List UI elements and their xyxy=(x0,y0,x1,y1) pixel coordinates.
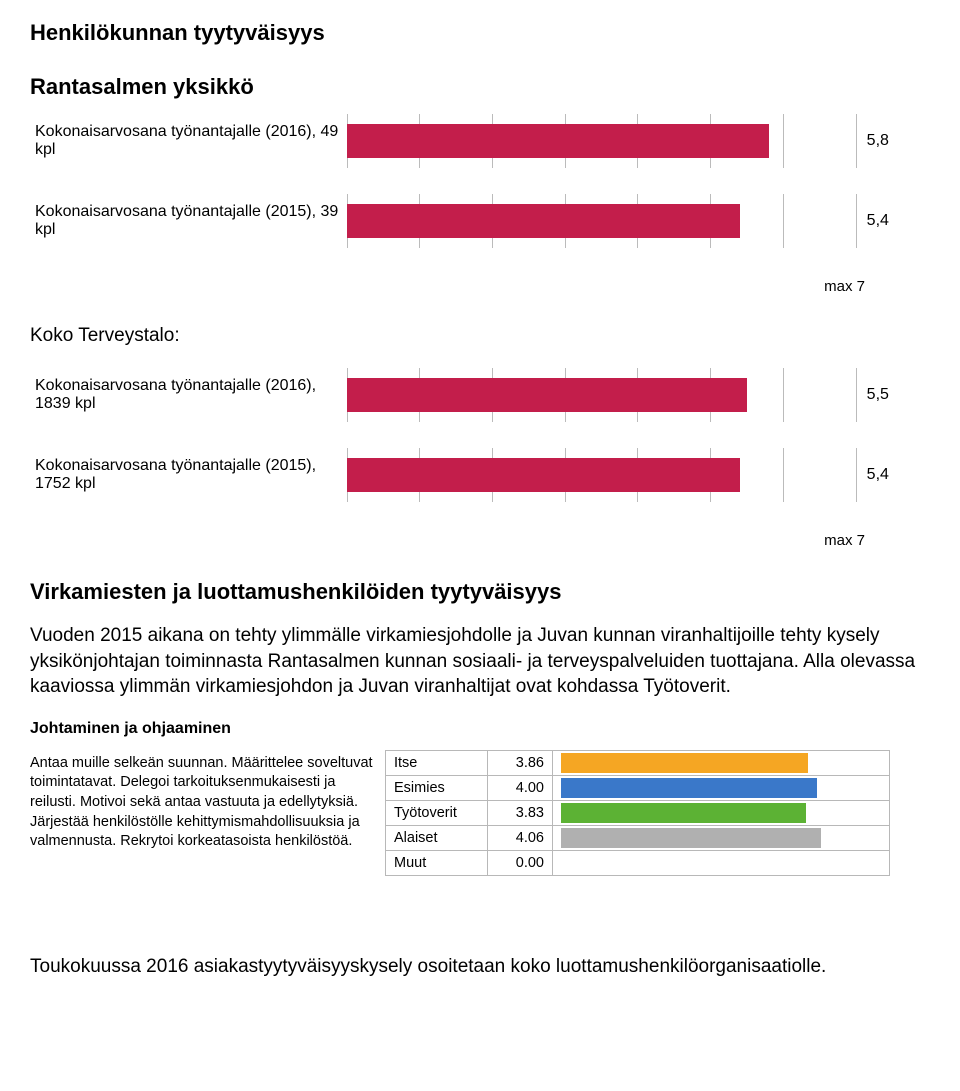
chart-bar xyxy=(347,124,770,158)
table-row: Työtoverit3.83 xyxy=(386,800,890,825)
chart-bar-area xyxy=(347,372,857,418)
table-row-bar xyxy=(561,753,808,773)
chart-value: 5,4 xyxy=(857,212,905,230)
table-row-name: Alaiset xyxy=(386,825,488,850)
chart-bar xyxy=(347,458,740,492)
table-row-bar-cell xyxy=(553,800,890,825)
table-row-name: Työtoverit xyxy=(386,800,488,825)
table-row-bar xyxy=(561,803,806,823)
table-row: Itse3.86 xyxy=(386,750,890,775)
chart-rantasalmi: Kokonaisarvosana työnantajalle (2016), 4… xyxy=(30,118,930,295)
table-row-bar-cell xyxy=(553,775,890,800)
chart-max-label: max 7 xyxy=(355,532,875,549)
chart-row-label: Kokonaisarvosana työnantajalle (2015), 1… xyxy=(35,457,347,493)
table-row-name: Esimies xyxy=(386,775,488,800)
table-row-name: Muut xyxy=(386,850,488,875)
page-title-1: Henkilökunnan tyytyväisyys xyxy=(30,20,930,46)
table-row-value: 4.00 xyxy=(488,775,553,800)
page-title-2: Virkamiesten ja luottamushenkilöiden tyy… xyxy=(30,579,930,605)
table-row: Esimies4.00 xyxy=(386,775,890,800)
chart-bar-area xyxy=(347,118,857,164)
table-section: Johtaminen ja ohjaaminen Antaa muille se… xyxy=(30,720,930,876)
table-row-bar xyxy=(561,778,817,798)
chart-bar xyxy=(347,378,748,412)
chart-max-label: max 7 xyxy=(355,278,875,295)
table-row-value: 0.00 xyxy=(488,850,553,875)
koko-terveystalo-label: Koko Terveystalo: xyxy=(30,325,930,347)
table-row-value: 3.83 xyxy=(488,800,553,825)
table-row-bar-cell xyxy=(553,825,890,850)
chart-value: 5,4 xyxy=(857,466,905,484)
table-section-heading: Johtaminen ja ohjaaminen xyxy=(30,720,930,738)
table-row-bar-cell xyxy=(553,750,890,775)
chart-row-label: Kokonaisarvosana työnantajalle (2016), 1… xyxy=(35,377,347,413)
chart-bar-area xyxy=(347,198,857,244)
footer-text: Toukokuussa 2016 asiakastyytyväisyyskyse… xyxy=(30,956,930,978)
table-row-bar-cell xyxy=(553,850,890,875)
table-row-value: 3.86 xyxy=(488,750,553,775)
chart-value: 5,8 xyxy=(857,132,905,150)
table-description: Antaa muille selkeän suunnan. Määrittele… xyxy=(30,750,385,876)
chart-value: 5,5 xyxy=(857,386,905,404)
subtitle-1: Rantasalmen yksikkö xyxy=(30,74,930,100)
paragraph-body: Vuoden 2015 aikana on tehty ylimmälle vi… xyxy=(30,623,930,700)
table-row-bar xyxy=(561,828,821,848)
chart-row-label: Kokonaisarvosana työnantajalle (2016), 4… xyxy=(35,123,347,159)
table-row-name: Itse xyxy=(386,750,488,775)
chart-koko-terveystalo: Kokonaisarvosana työnantajalle (2016), 1… xyxy=(30,372,930,549)
chart-bar-area xyxy=(347,452,857,498)
feedback-table: Itse3.86Esimies4.00Työtoverit3.83Alaiset… xyxy=(385,750,890,876)
chart-bar xyxy=(347,204,740,238)
chart-row-label: Kokonaisarvosana työnantajalle (2015), 3… xyxy=(35,203,347,239)
table-row: Alaiset4.06 xyxy=(386,825,890,850)
table-row-value: 4.06 xyxy=(488,825,553,850)
table-row: Muut0.00 xyxy=(386,850,890,875)
